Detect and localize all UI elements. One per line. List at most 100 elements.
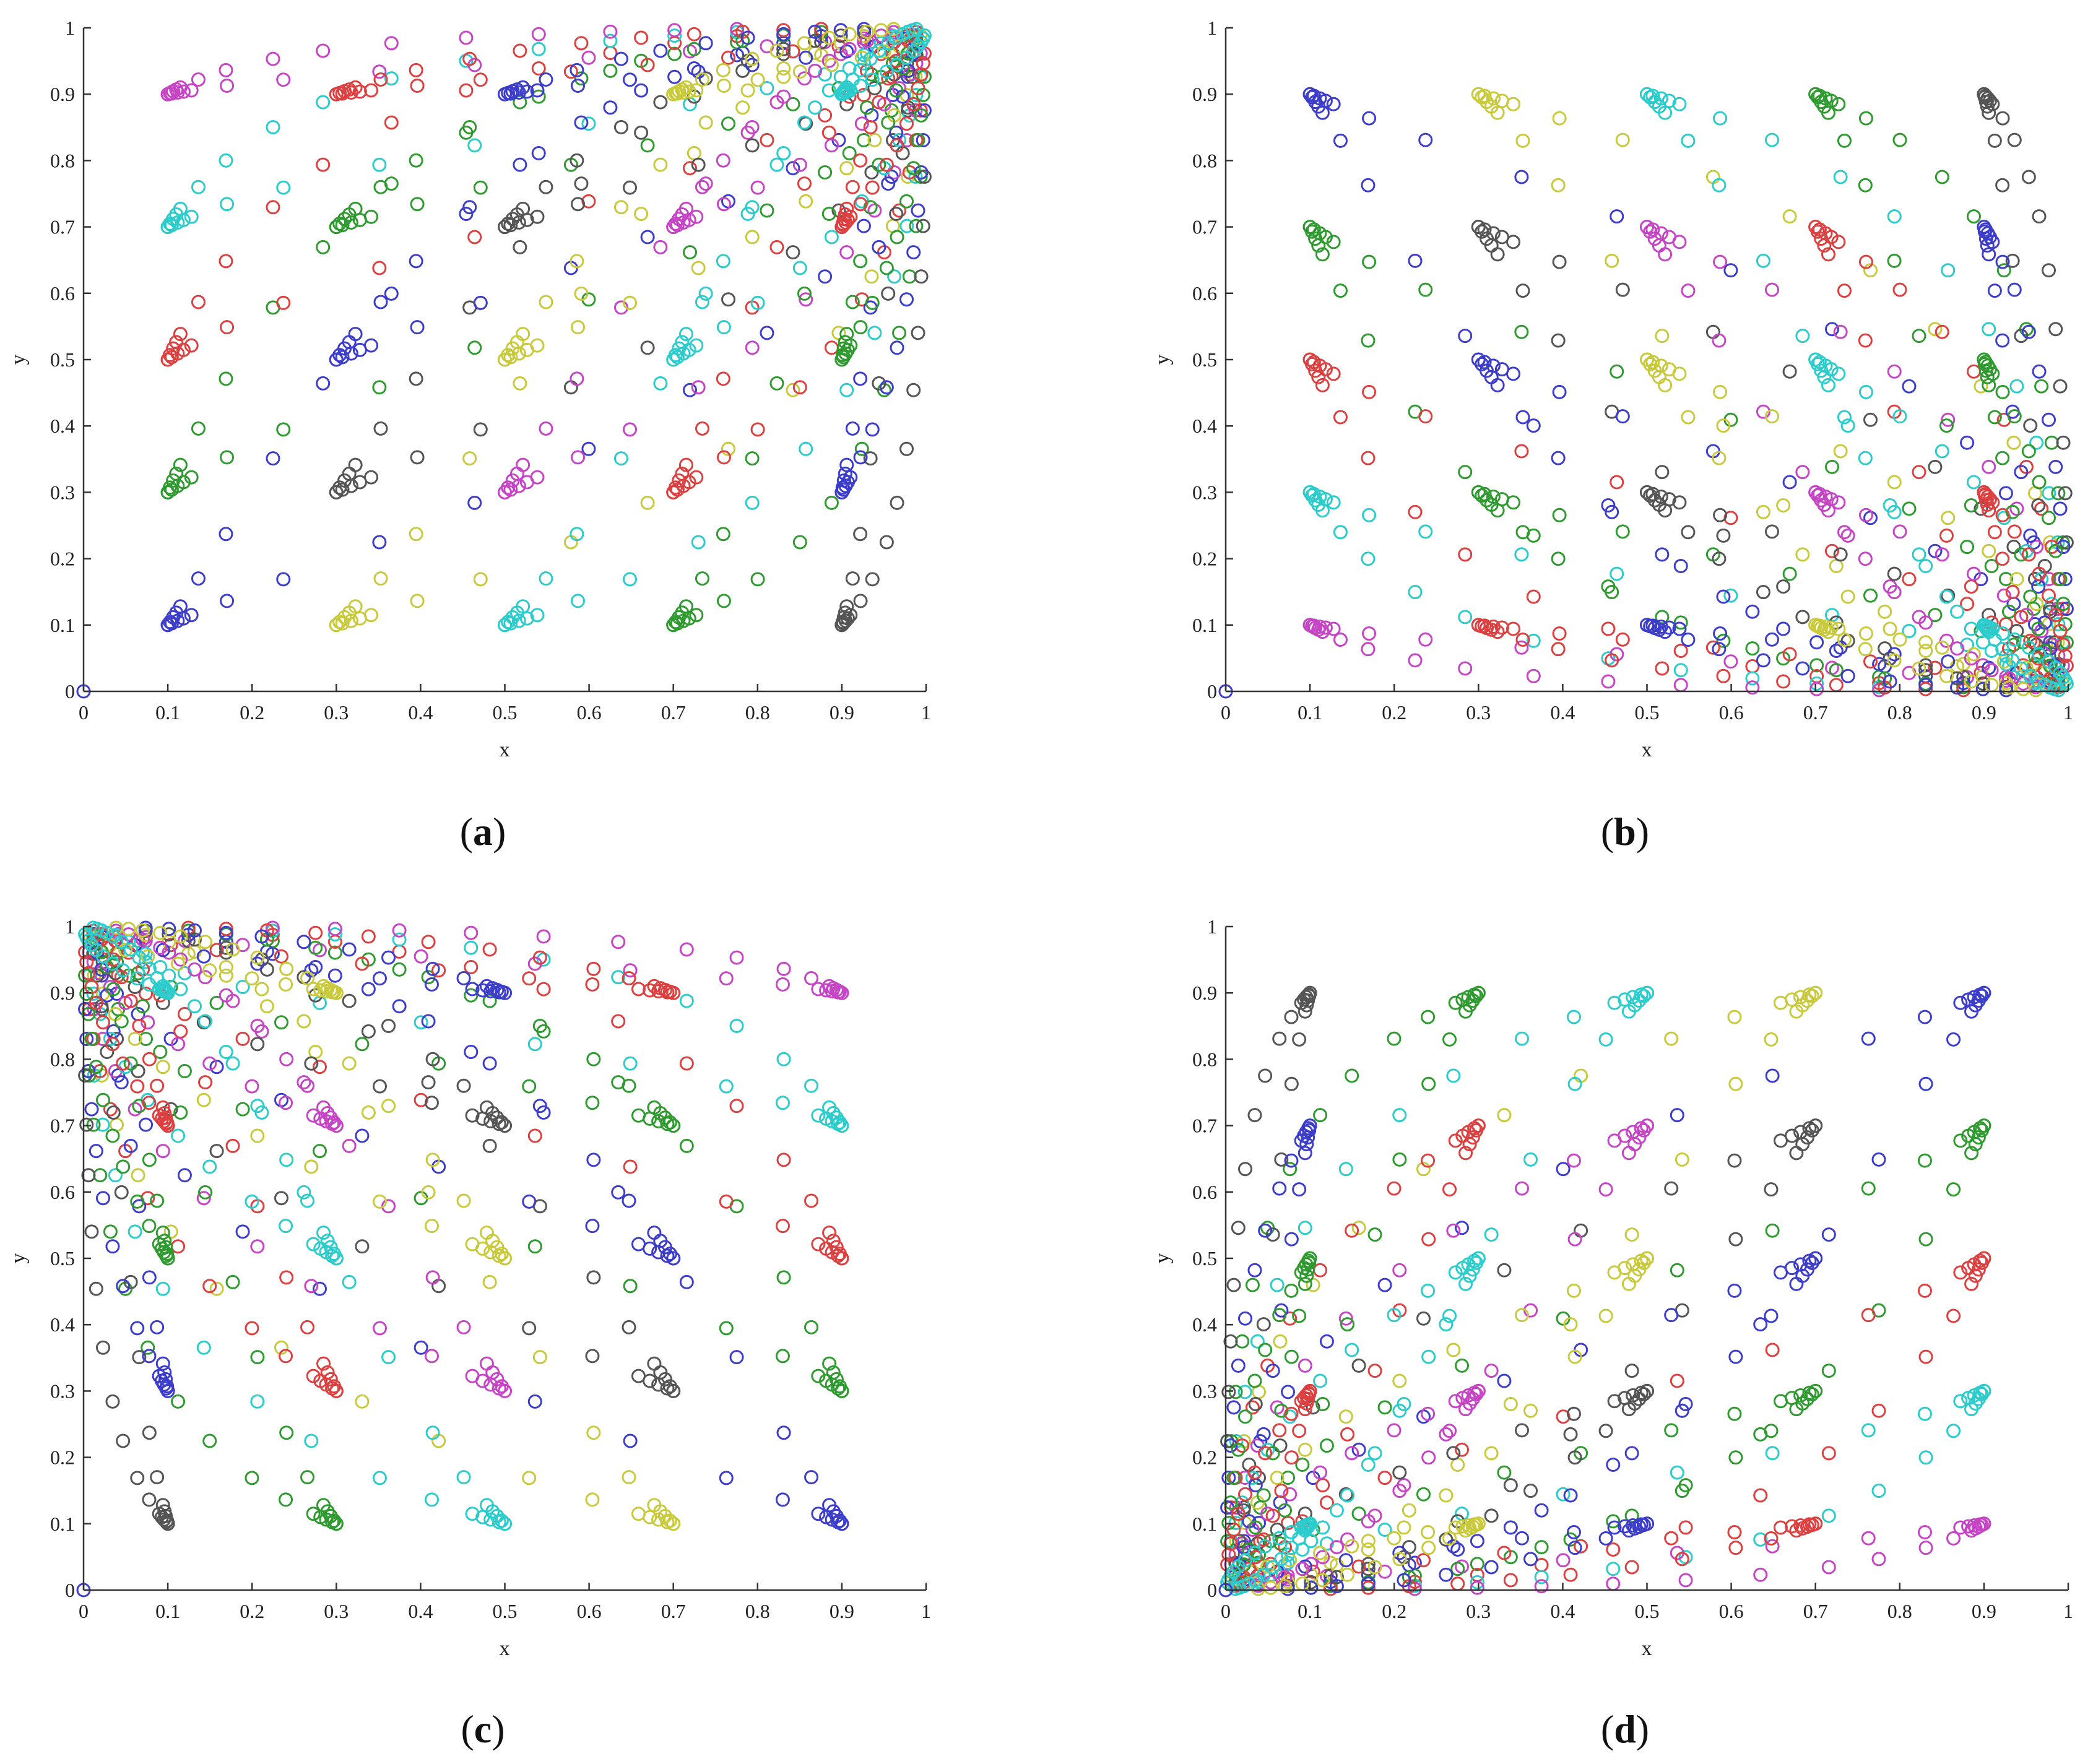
panel-c-point — [527, 1128, 542, 1143]
panel-c-point — [196, 949, 211, 964]
panel-a-point — [890, 138, 904, 153]
panel-c-point — [381, 1350, 396, 1365]
panel-a-point — [220, 78, 235, 93]
panel-b-point — [1506, 366, 1521, 381]
panel-a-point — [372, 380, 387, 395]
panel-a-point — [678, 599, 693, 614]
panel-a-point — [266, 51, 280, 66]
panel-b-point — [2048, 459, 2063, 474]
panel-d-point — [1470, 1580, 1484, 1595]
panel-c-point — [811, 1237, 826, 1252]
panel-d-point — [1313, 1373, 1328, 1388]
panel-c-point — [425, 1270, 440, 1285]
panel-d-point — [1805, 1387, 1819, 1402]
panel-c-point — [361, 1105, 376, 1120]
panel-d-point — [1274, 1552, 1289, 1567]
panel-d-point — [1664, 1031, 1679, 1046]
panel-c-point — [136, 923, 150, 938]
panel-a-point — [539, 179, 553, 194]
panel-d-point — [1329, 1579, 1344, 1594]
panel-b-point — [1551, 451, 1566, 465]
panel-b-point — [1821, 625, 1835, 639]
panel-c-point — [776, 1052, 791, 1066]
panel-a-point — [906, 245, 921, 260]
panel-b-point — [1506, 97, 1521, 111]
panel-a-point — [276, 72, 291, 87]
panel-d-point — [1442, 1308, 1457, 1323]
panel-d-point — [1258, 1342, 1273, 1357]
panel-a-point — [571, 450, 586, 465]
panel-c-point — [424, 1219, 439, 1234]
panel-c-point — [79, 1031, 94, 1046]
panel-b-point — [1672, 495, 1687, 510]
panel-c-point — [719, 971, 734, 986]
panel-d-x-tick-label: 0.2 — [1382, 1600, 1406, 1622]
panel-a-point — [613, 200, 628, 215]
panel-a-point — [530, 470, 545, 485]
panel-d-point — [1773, 1394, 1788, 1409]
panel-a-point — [776, 69, 791, 84]
panel-c-point — [84, 980, 99, 995]
panel-d-point — [1392, 1552, 1407, 1567]
panel-d-point — [1462, 1268, 1477, 1283]
panel-b-point — [1887, 253, 1902, 268]
panel-d-point — [1272, 1531, 1287, 1546]
panel-b-point — [1892, 632, 1907, 647]
panel-a-point — [678, 457, 693, 472]
panel-a-point — [372, 261, 387, 275]
panel-a-point — [899, 116, 914, 131]
panel-d-point — [1534, 1570, 1549, 1585]
panel-a-point — [865, 422, 880, 437]
panel-d-point — [1964, 1402, 1979, 1417]
panel-a-point — [881, 176, 896, 191]
panel-a-point — [698, 286, 713, 301]
panel-b-point — [1713, 626, 1728, 641]
panel-d-point — [1270, 1400, 1285, 1415]
panel-a-point — [824, 58, 839, 72]
panel-b-point — [1552, 626, 1567, 641]
panel-b-point — [2059, 535, 2074, 550]
panel-d-point — [1458, 1146, 1473, 1161]
panel-b-x-tick-label: 0.9 — [1972, 701, 1996, 724]
panel-c-point — [424, 977, 439, 992]
panel-a-point — [797, 286, 812, 301]
panel-c-point — [811, 1507, 826, 1521]
panel-d-y-tick-label: 0.8 — [1192, 1048, 1217, 1070]
panel-d-point — [1953, 1394, 1968, 1409]
panel-b-point — [1817, 370, 1832, 384]
panel-c-point — [381, 1099, 396, 1113]
panel-a-point — [501, 216, 516, 231]
panel-b-point — [1756, 504, 1770, 519]
panel-a-point — [865, 295, 880, 310]
panel-a-point — [899, 441, 914, 456]
panel-a-point — [750, 422, 765, 437]
panel-d-point — [1624, 1364, 1639, 1378]
panel-c-point — [586, 1425, 601, 1440]
panel-a-point — [716, 320, 731, 335]
panel-c-point — [522, 971, 537, 986]
panel-c-point — [804, 971, 819, 985]
panel-a-point — [219, 527, 233, 542]
panel-b-point — [1821, 503, 1835, 518]
panel-a-point — [220, 594, 235, 608]
panel-d-point — [1329, 1540, 1344, 1555]
panel-b-point — [1966, 647, 1981, 662]
panel-c-point — [114, 970, 129, 985]
panel-c-point — [103, 1102, 118, 1117]
panel-d-point — [1260, 1559, 1275, 1574]
panel-d-point — [1351, 1442, 1366, 1457]
panel-d-point — [1272, 1031, 1287, 1046]
panel-c-point — [103, 980, 118, 995]
panel-d-point — [1563, 1427, 1578, 1442]
panel-d-point — [1808, 985, 1823, 1000]
panel-c-point — [327, 922, 342, 936]
panel-a-point — [838, 335, 852, 350]
panel-d-point — [1351, 1358, 1366, 1373]
panel-d-point — [1974, 1255, 1989, 1270]
panel-a-point — [911, 203, 925, 218]
panel-a-point — [462, 451, 477, 466]
panel-c-point — [479, 1498, 494, 1513]
panel-a-point — [845, 421, 860, 436]
panel-a-x-tick-label: 0.9 — [830, 701, 854, 724]
panel-c-point — [130, 1471, 145, 1485]
